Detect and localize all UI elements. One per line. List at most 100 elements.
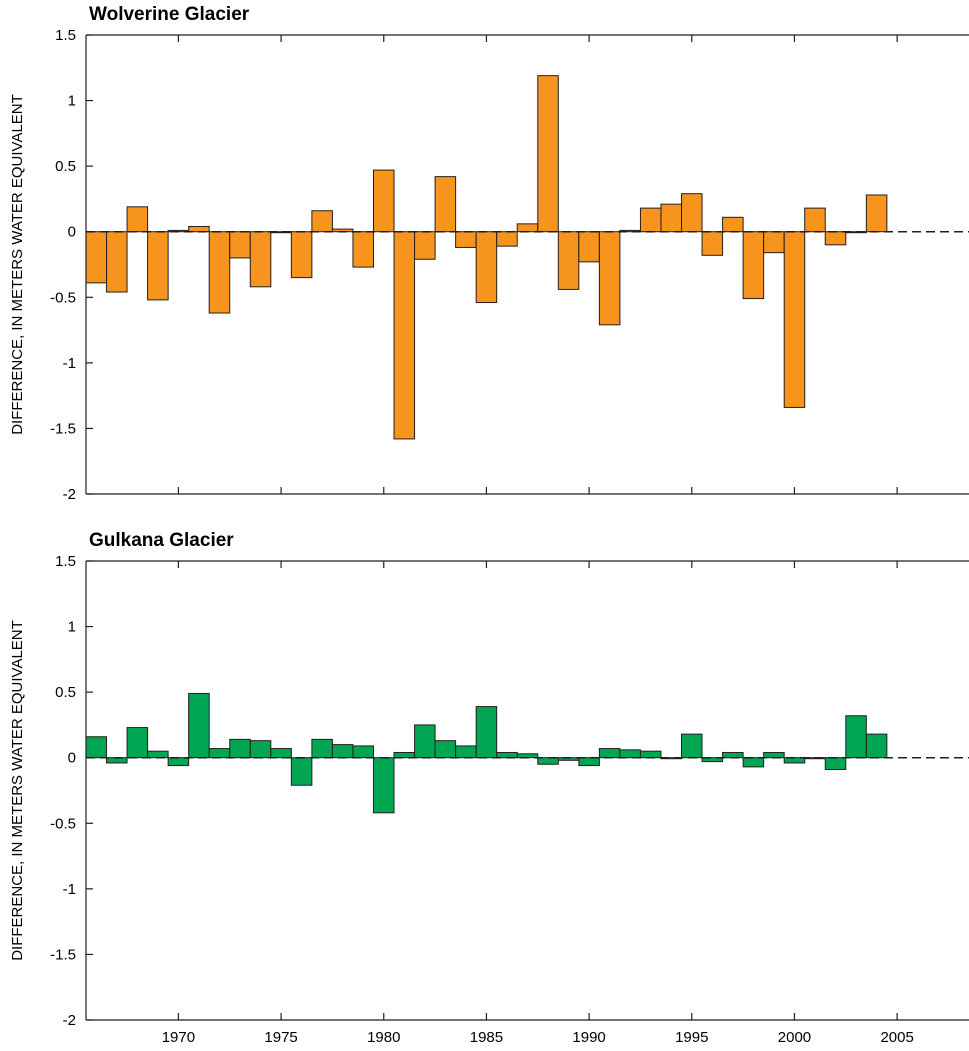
bar-2004 <box>865 194 888 233</box>
bar-1990 <box>578 231 600 263</box>
bar-1992 <box>619 749 641 759</box>
x-tick-label: 2000 <box>778 1029 811 1046</box>
bar-1986 <box>496 231 518 247</box>
bar-1980 <box>372 757 395 814</box>
bar-2001 <box>804 207 826 233</box>
bar-1973 <box>229 231 251 259</box>
bar-1987 <box>516 223 539 233</box>
bar-1972 <box>208 748 231 759</box>
bar-1966 <box>85 736 108 759</box>
bar-1998 <box>742 757 765 768</box>
bar-1980 <box>372 169 395 233</box>
bar-1974 <box>249 231 272 288</box>
y-tick-label: 1.5 <box>55 27 76 44</box>
y-tick-label: 1 <box>68 93 76 110</box>
bar-1986 <box>496 751 518 759</box>
bar-1978 <box>331 744 354 759</box>
bar-2000 <box>783 231 806 408</box>
bar-1991 <box>598 231 621 326</box>
y-tick-label: -1 <box>63 355 76 372</box>
bar-1984 <box>455 231 477 248</box>
bar-1979 <box>352 745 374 759</box>
y-axis-label: DIFFERENCE, IN METERS WATER EQUIVALENT <box>9 94 26 435</box>
bar-1982 <box>414 231 436 260</box>
bar-1969 <box>147 231 169 301</box>
bar-1976 <box>290 231 313 279</box>
bar-2003 <box>845 715 867 759</box>
bar-1970 <box>167 757 190 767</box>
y-tick-label: -1.5 <box>50 420 76 437</box>
bar-1997 <box>722 751 744 759</box>
bar-1981 <box>393 751 416 759</box>
bar-1973 <box>229 738 251 759</box>
bar-1981 <box>393 231 416 440</box>
bar-1997 <box>722 216 744 233</box>
x-tick-label: 1985 <box>470 1029 503 1046</box>
bar-2002 <box>824 231 847 246</box>
y-tick-label: 0.5 <box>55 684 76 701</box>
bar-2002 <box>824 757 847 771</box>
bar-1977 <box>311 210 333 233</box>
bar-2000 <box>783 757 806 764</box>
bar-1996 <box>701 757 724 763</box>
bar-1972 <box>208 231 231 314</box>
bar-1966 <box>85 231 108 284</box>
y-tick-label: -0.5 <box>50 289 76 306</box>
chart-title-wolverine: Wolverine Glacier <box>89 4 250 25</box>
bar-1976 <box>290 757 313 786</box>
bar-1971 <box>188 225 210 233</box>
bar-1968 <box>126 206 149 233</box>
bar-1983 <box>434 176 457 233</box>
bar-1983 <box>434 740 457 759</box>
bar-1974 <box>249 740 272 759</box>
bar-1971 <box>188 692 210 759</box>
bar-1977 <box>311 738 333 759</box>
x-tick-label: 1970 <box>162 1029 195 1046</box>
bar-1988 <box>537 757 559 765</box>
chart-panel-0: 1.5 1 0.5 0 -0.5 -1 -1.5 -2 DIFFERENCE, IN METER… <box>9 27 969 503</box>
bar-2004 <box>865 733 888 759</box>
y-tick-label: 0 <box>68 224 76 241</box>
bar-1995 <box>681 733 703 759</box>
y-tick-label: 1 <box>68 619 76 636</box>
bar-1985 <box>475 706 498 759</box>
bar-1994 <box>660 203 683 233</box>
bar-1975 <box>270 748 292 759</box>
bar-1991 <box>598 748 621 759</box>
bar-1993 <box>639 750 662 759</box>
bar-1988 <box>537 75 559 233</box>
x-tick-label: 1995 <box>675 1029 708 1046</box>
x-tick-label: 1980 <box>367 1029 400 1046</box>
x-tick-label: 2005 <box>880 1029 913 1046</box>
chart-title-gulkana: Gulkana Glacier <box>89 530 234 551</box>
bar-1999 <box>763 751 785 759</box>
x-tick-label: 1975 <box>264 1029 297 1046</box>
bar-1995 <box>681 193 703 233</box>
y-axis-label: DIFFERENCE, IN METERS WATER EQUIVALENT <box>9 620 26 961</box>
y-tick-label: 0 <box>68 750 76 767</box>
bar-1998 <box>742 231 765 300</box>
bar-1999 <box>763 231 785 254</box>
y-tick-label: -2 <box>63 486 76 503</box>
chart-panel-1: 1.5 1 0.5 0 -0.5 -1 -1.5 -2 1970 1975 1980 1985 1990… <box>9 553 969 1046</box>
y-tick-label: -1 <box>63 881 76 898</box>
y-tick-label: 1.5 <box>55 553 76 570</box>
y-tick-label: 0.5 <box>55 158 76 175</box>
bar-1982 <box>414 724 436 759</box>
bar-1968 <box>126 727 149 759</box>
bar-1984 <box>455 745 477 759</box>
y-tick-label: -2 <box>63 1012 76 1029</box>
bar-1969 <box>147 750 169 759</box>
bar-1989 <box>557 231 580 290</box>
bar-1967 <box>106 757 128 764</box>
bar-1985 <box>475 231 498 304</box>
x-tick-label: 1990 <box>572 1029 605 1046</box>
y-tick-label: -1.5 <box>50 946 76 963</box>
bar-1990 <box>578 757 600 767</box>
bar-1967 <box>106 231 128 293</box>
y-tick-label: -0.5 <box>50 815 76 832</box>
bar-1979 <box>352 231 374 268</box>
bar-1996 <box>701 231 724 256</box>
bar-1993 <box>639 207 662 233</box>
